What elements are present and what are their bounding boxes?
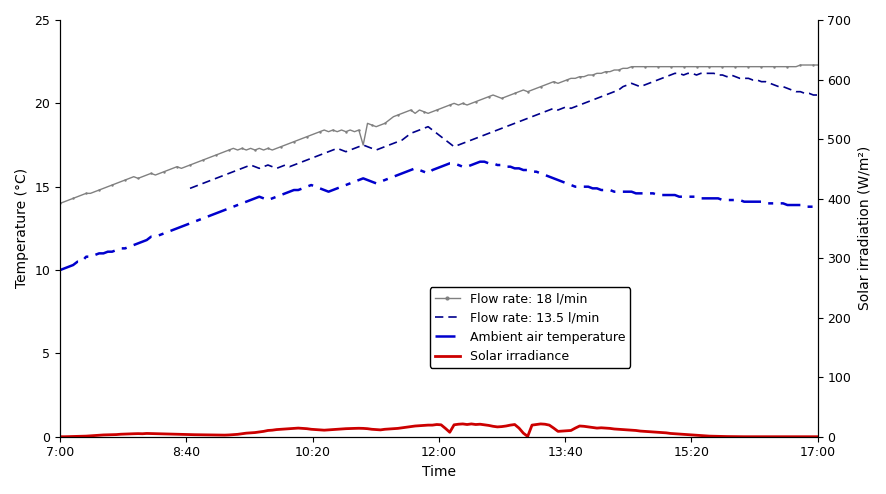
X-axis label: Time: Time bbox=[422, 465, 456, 479]
Legend: Flow rate: 18 l/min, Flow rate: 13.5 l/min, Ambient air temperature, Solar irrad: Flow rate: 18 l/min, Flow rate: 13.5 l/m… bbox=[430, 287, 630, 368]
Y-axis label: Temperature (°C): Temperature (°C) bbox=[15, 168, 29, 288]
Y-axis label: Solar irradiation (W/m²): Solar irradiation (W/m²) bbox=[857, 146, 871, 311]
